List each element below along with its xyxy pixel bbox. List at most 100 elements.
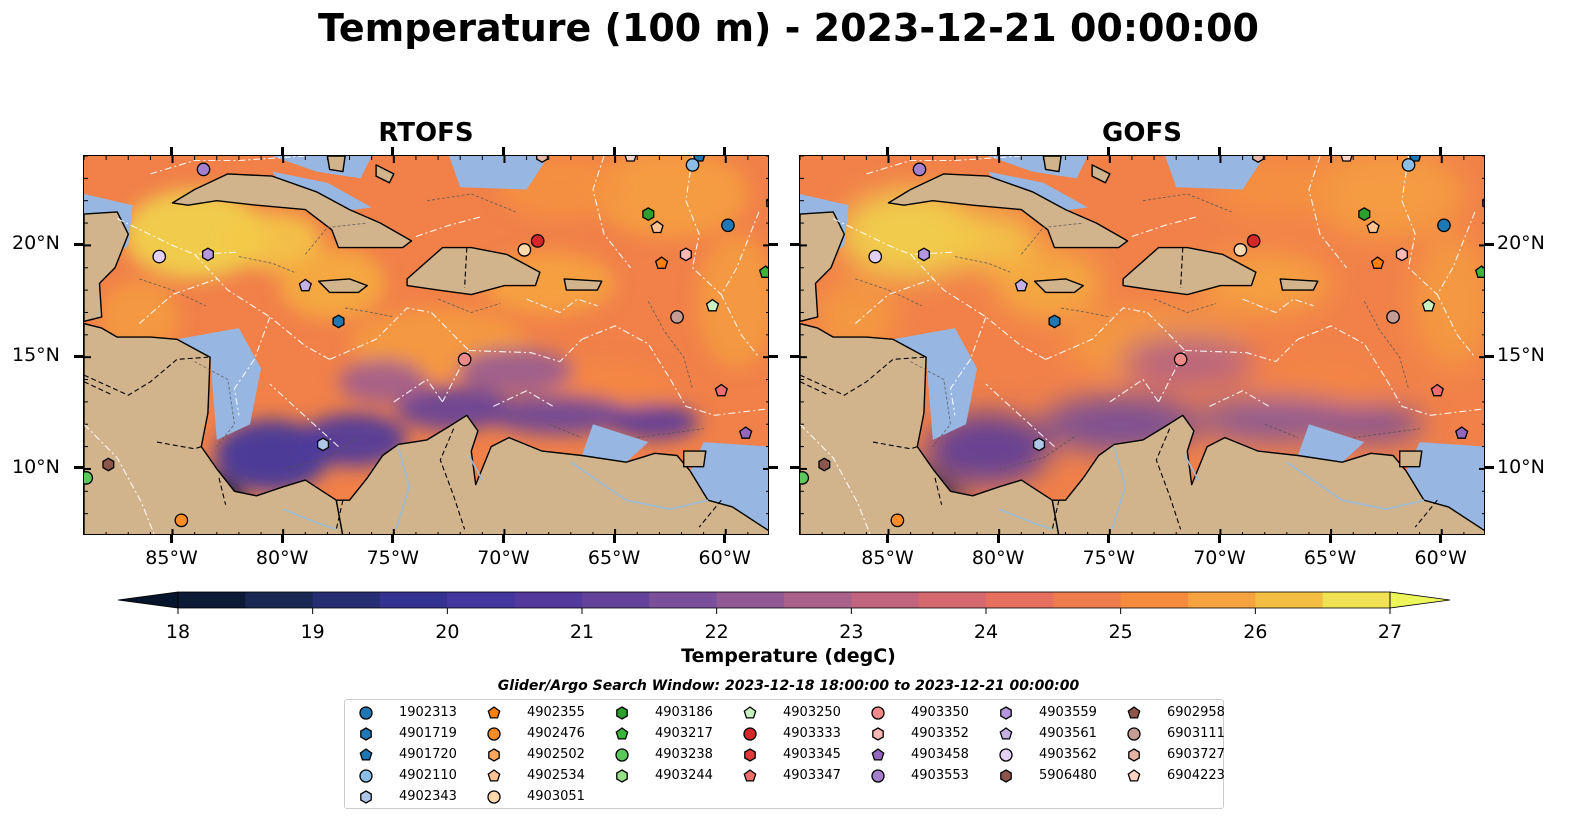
lon-tick-label: 80°W	[971, 547, 1025, 569]
map-panel-rtofs[interactable]	[83, 155, 769, 535]
float-marker-5906480[interactable]	[818, 457, 831, 472]
colorbar-segment	[514, 592, 583, 608]
float-marker-4903553[interactable]	[912, 162, 927, 177]
float-marker-4903217[interactable]	[758, 265, 769, 278]
float-marker-4901719[interactable]	[1048, 314, 1061, 329]
legend-item: 4903333	[741, 724, 866, 744]
float-marker-4903352[interactable]	[679, 247, 692, 262]
float-marker-4903051[interactable]	[517, 243, 532, 257]
float-marker-4903186[interactable]	[642, 207, 655, 222]
float-marker-4903051[interactable]	[1233, 243, 1248, 257]
float-marker-6903111[interactable]	[1386, 310, 1400, 324]
float-marker-4902534[interactable]	[650, 220, 664, 234]
legend-item: 4901720	[357, 745, 482, 765]
float-marker-4902534[interactable]	[1366, 220, 1380, 234]
float-marker-6904223[interactable]	[624, 156, 637, 162]
legend-item: 4902534	[485, 766, 610, 786]
legend-label: 4903562	[1039, 747, 1097, 762]
circle-marker-icon	[999, 748, 1013, 762]
colorbar-tick-label: 22	[705, 621, 729, 643]
float-marker-4903350[interactable]	[457, 352, 472, 367]
lat-tick-label-right: 15°N	[1497, 344, 1545, 367]
float-marker-4903561[interactable]	[298, 278, 312, 292]
hexagon-marker-icon	[1128, 748, 1140, 762]
circle-marker-icon	[871, 769, 885, 783]
legend-item: 4903244	[613, 766, 738, 786]
lon-tick-mark	[723, 535, 727, 543]
float-marker-4903559[interactable]	[917, 247, 930, 262]
legend-label: 4902110	[399, 768, 457, 783]
float-marker-4903458[interactable]	[1455, 426, 1469, 439]
float-marker-6903111[interactable]	[670, 310, 684, 324]
float-marker-4903553[interactable]	[196, 162, 211, 177]
float-marker-6903727[interactable]	[536, 156, 549, 163]
float-marker-4902355[interactable]	[654, 256, 669, 269]
lon-tick-label: 60°W	[698, 547, 751, 569]
float-marker-4903238[interactable]	[84, 471, 94, 485]
lat-tick-mark	[790, 242, 799, 246]
colorbar: 18 19 20 21 22 23 24 25 26 27	[117, 591, 1451, 643]
lon-tick-mark	[996, 147, 1000, 155]
float-marker-4902343[interactable]	[1032, 437, 1046, 452]
lon-tick-mark	[996, 535, 1000, 543]
lon-tick-mark	[501, 147, 505, 155]
colorbar-label: Temperature (degC)	[681, 645, 896, 667]
lat-tick-label-left: 15°N	[12, 344, 60, 367]
colorbar-segment	[245, 592, 314, 608]
float-marker-4903561[interactable]	[1014, 278, 1028, 292]
legend-label: 4903352	[911, 726, 969, 741]
colorbar-segment	[312, 592, 381, 608]
float-marker-4903238[interactable]	[800, 471, 810, 485]
float-marker-6903727[interactable]	[1252, 156, 1265, 163]
float-marker-4902343[interactable]	[316, 437, 330, 452]
float-marker-1902313[interactable]	[1437, 218, 1451, 233]
legend-label: 4903458	[911, 747, 969, 762]
float-marker-4903458[interactable]	[739, 426, 753, 439]
legend-label: 6903727	[1167, 747, 1225, 762]
map-panel-gofs[interactable]	[799, 155, 1485, 535]
float-marker-4902110[interactable]	[685, 158, 700, 172]
figure-title: Temperature (100 m) - 2023-12-21 00:00:0…	[317, 6, 1259, 50]
float-marker-4903559[interactable]	[201, 247, 214, 262]
float-marker-1902313[interactable]	[721, 218, 735, 233]
float-marker-4903250[interactable]	[1421, 298, 1436, 312]
float-marker-5906480[interactable]	[102, 457, 115, 472]
lat-tick-label-right: 20°N	[1497, 232, 1545, 255]
pentagon-marker-icon	[1127, 706, 1141, 719]
float-marker-4903352[interactable]	[1395, 247, 1408, 262]
lon-tick-label: 65°W	[1303, 547, 1357, 569]
float-marker-4903347[interactable]	[1430, 383, 1444, 397]
float-marker-4902355[interactable]	[1370, 256, 1385, 269]
legend-label: 4902502	[527, 747, 585, 762]
float-marker-4903250[interactable]	[705, 298, 720, 312]
float-marker-6904223[interactable]	[1340, 156, 1353, 162]
float-marker-4903333[interactable]	[530, 234, 545, 248]
hexagon-marker-icon	[488, 748, 500, 762]
legend-label: 1902313	[399, 705, 457, 720]
legend-label: 4902534	[527, 768, 585, 783]
legend-item: 6902958	[1125, 703, 1250, 723]
float-marker-4903562[interactable]	[868, 249, 883, 264]
legend-item: 4903559	[997, 703, 1122, 723]
lon-tick-mark	[1439, 535, 1443, 543]
colorbar-extend-low	[117, 591, 179, 609]
panel-title-rtofs: RTOFS	[378, 118, 474, 148]
float-marker-4902476[interactable]	[890, 513, 905, 528]
float-marker-4902110[interactable]	[1401, 158, 1416, 172]
legend-label: 4903347	[783, 768, 841, 783]
float-marker-4903186[interactable]	[1358, 207, 1371, 222]
pentagon-marker-icon	[487, 706, 501, 719]
float-marker-4903333[interactable]	[1246, 234, 1261, 248]
lon-tick-mark	[1107, 147, 1111, 155]
pentagon-marker-icon	[871, 748, 885, 761]
float-marker-4903347[interactable]	[714, 383, 728, 397]
legend: 1902313 4901719 4901720 4902110 4902343 49023…	[344, 699, 1225, 809]
pentagon-marker-icon	[743, 706, 757, 719]
lon-tick-label: 60°W	[1414, 547, 1467, 569]
float-marker-4902476[interactable]	[174, 513, 189, 528]
float-marker-4903562[interactable]	[152, 249, 167, 264]
float-marker-4903217[interactable]	[1474, 265, 1485, 278]
circle-marker-icon	[743, 727, 757, 741]
float-marker-4903350[interactable]	[1173, 352, 1188, 367]
float-marker-4901719[interactable]	[332, 314, 345, 329]
